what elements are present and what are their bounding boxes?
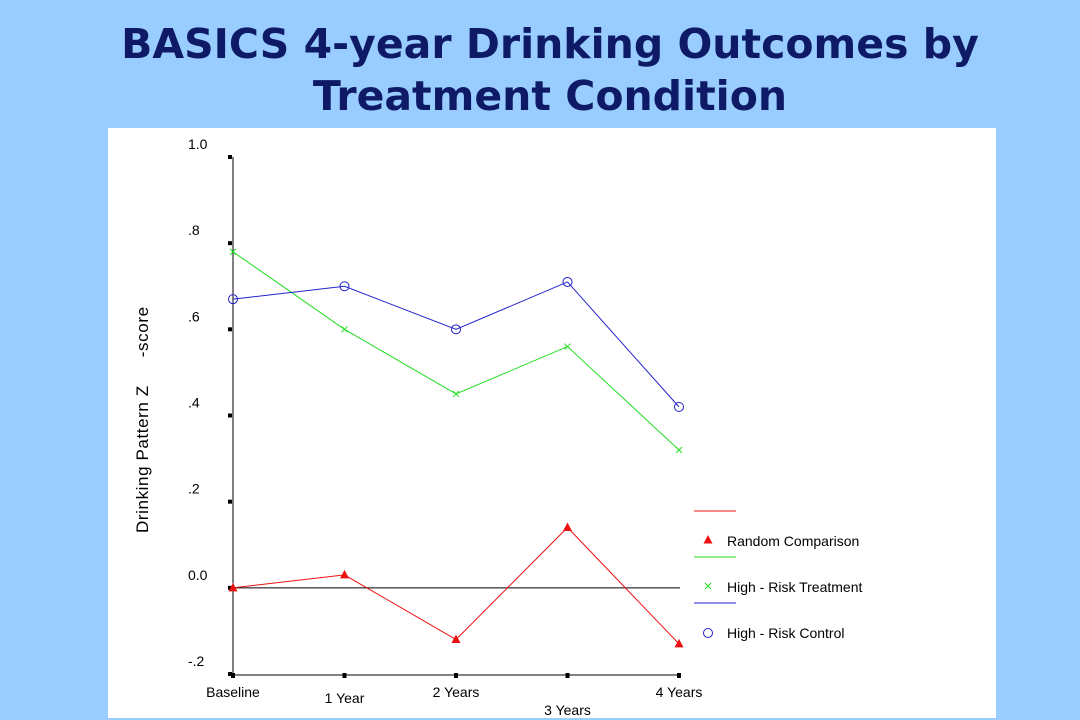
x-category-label: 1 Year — [325, 690, 365, 706]
y-tick-label: -.2 — [188, 653, 205, 669]
y-tick-label: 0.0 — [188, 567, 208, 583]
y-tick-mark — [228, 241, 232, 246]
y-tick-label: .8 — [188, 222, 200, 238]
x-tick-mark — [231, 673, 235, 678]
data-point-high-risk-control — [451, 324, 461, 335]
y-axis-title-part: Drinking Pattern Z — [133, 385, 152, 533]
y-axis-title-part: -score — [133, 306, 152, 357]
data-point-random-comparison — [228, 582, 238, 592]
legend-label-high-risk-control: High - Risk Control — [727, 625, 844, 641]
x-tick-mark — [342, 673, 347, 678]
y-tick-mark — [228, 499, 232, 504]
legend-label-high-risk-treatment: High - Risk Treatment — [727, 579, 862, 595]
y-tick-label: .4 — [188, 395, 200, 411]
data-point-high-risk-treatment — [564, 343, 571, 350]
slide-title: BASICS 4-year Drinking Outcomes by Treat… — [0, 18, 1080, 122]
y-tick-label: .2 — [188, 481, 200, 497]
y-tick-mark — [228, 327, 232, 332]
series-line-high-risk-treatment — [232, 251, 680, 451]
x-category-label: 4 Years — [656, 684, 703, 700]
legend-label-random-comparison: Random Comparison — [727, 533, 859, 549]
slide-title-line-1: BASICS 4-year Drinking Outcomes by — [121, 20, 979, 68]
y-tick-mark — [228, 672, 232, 676]
series-line-high-risk-control — [232, 281, 680, 408]
data-point-high-risk-control — [562, 276, 573, 287]
y-axis-title: Drinking Pattern Z -score — [133, 306, 152, 533]
x-category-label: 2 Years — [433, 684, 480, 700]
data-point-high-risk-treatment — [229, 248, 237, 256]
chart-panel: 1.0 .8 .6 .4 .2 0.0 -.2 Baseline 1 Year 2 Years 3 … — [108, 128, 996, 718]
series-line-random-comparison — [232, 526, 680, 645]
slide-title-line-2: Treatment Condition — [312, 72, 788, 120]
data-point-high-risk-treatment — [452, 390, 460, 398]
data-point-high-risk-control — [674, 401, 684, 412]
legend-marker-high-risk-control — [703, 628, 713, 638]
x-category-label: 3 Years — [544, 702, 591, 718]
x-category-label: Baseline — [206, 684, 260, 700]
data-point-random-comparison — [674, 638, 684, 648]
legend-marker-high-risk-treatment — [704, 582, 712, 590]
data-point-random-comparison — [563, 522, 572, 532]
x-tick-mark — [677, 673, 681, 678]
y-tick-label: 1.0 — [188, 136, 208, 152]
data-point-high-risk-control — [339, 281, 350, 292]
data-point-random-comparison — [340, 569, 349, 579]
data-point-high-risk-control — [228, 294, 238, 305]
y-tick-mark — [228, 413, 232, 418]
y-tick-label: .6 — [188, 308, 200, 324]
data-point-high-risk-treatment — [341, 325, 348, 333]
legend-marker-random-comparison — [703, 535, 713, 544]
x-tick-mark — [454, 673, 458, 678]
y-tick-mark — [228, 585, 232, 590]
data-point-high-risk-treatment — [675, 446, 683, 454]
y-tick-mark — [228, 155, 232, 159]
x-tick-mark — [565, 673, 570, 678]
data-point-random-comparison — [451, 634, 461, 644]
